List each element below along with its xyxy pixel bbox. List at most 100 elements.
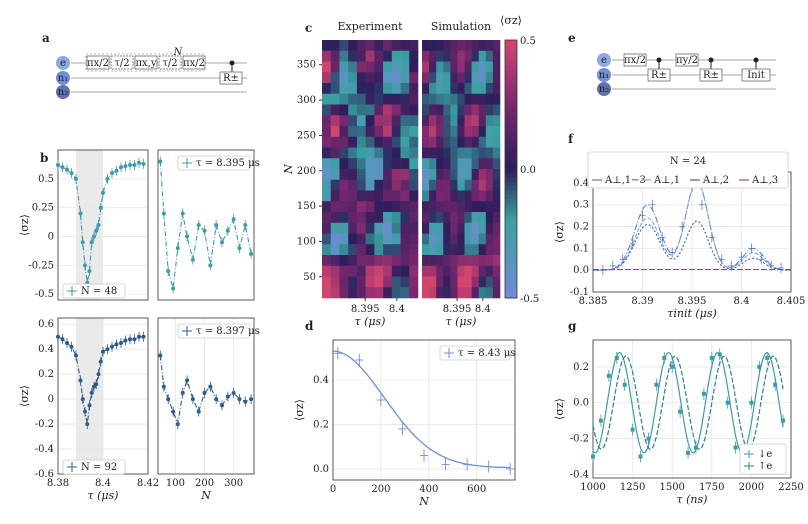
heatmap-cell [457, 50, 465, 62]
heatmap-cell [356, 50, 366, 62]
heatmap-cell [443, 233, 451, 245]
heatmap-cell [443, 255, 451, 267]
colorbar-segment [505, 169, 517, 174]
colorbar-segment [505, 237, 517, 243]
panel-letter-f: f [568, 132, 574, 146]
heatmap-cell [356, 244, 366, 256]
data-point [717, 352, 722, 357]
data-point [56, 334, 60, 339]
colorbar-segment [505, 173, 517, 179]
heatmap-cell [322, 61, 332, 73]
heatmap-cell [429, 83, 437, 95]
heatmap-cell [464, 212, 472, 224]
heatmap-cell [443, 265, 451, 277]
heatmap-cell [339, 93, 349, 105]
heatmap-cell [400, 276, 410, 288]
heatmap-cell [492, 287, 501, 299]
heatmap-cell [436, 50, 444, 62]
heatmap-cell [450, 233, 458, 245]
data-point [137, 334, 141, 339]
heatmap-cell [365, 40, 375, 52]
heatmap-cell [457, 265, 465, 277]
heatmap-cell [391, 72, 401, 84]
data-point [214, 397, 219, 402]
heatmap-cell [383, 265, 393, 277]
heatmap-cell [429, 50, 437, 62]
legend-label: N = 48 [81, 286, 117, 297]
heatmap-cell [409, 244, 419, 256]
heatmap-cell [436, 201, 444, 213]
heatmap-cell [374, 93, 384, 105]
heatmap-cell [478, 244, 487, 256]
heatmap-cell [339, 158, 349, 170]
gate-box [675, 53, 699, 67]
colorbar-tick-label: -0.5 [520, 294, 539, 305]
heatmap-cell [409, 169, 419, 181]
heatmap-cell [400, 158, 410, 170]
heatmap-cell [348, 276, 358, 288]
heatmap-cell [348, 190, 358, 202]
colorbar-segment [505, 164, 517, 170]
heatmap-cell [374, 244, 384, 256]
x-tick-label: 1750 [699, 482, 724, 493]
data-point [749, 400, 754, 405]
data-point [180, 390, 185, 395]
heatmap-cell [348, 147, 358, 159]
heatmap-cell [409, 40, 419, 52]
heatmap-cell [443, 136, 451, 148]
x-tick-label: 8.395 [443, 304, 472, 315]
heatmap-cell [348, 115, 358, 127]
heatmap-cell [322, 40, 332, 52]
data-point [92, 234, 96, 239]
heatmap-cell [478, 72, 487, 84]
data-point [185, 378, 190, 383]
heatmap-cell [422, 201, 430, 213]
heatmap-cell [409, 72, 419, 84]
legend-label: ↓e [758, 449, 772, 460]
gate-label: τ/2 [162, 58, 177, 69]
x-tick-label: 400 [419, 484, 438, 495]
qubit-label: n₁ [58, 73, 68, 84]
heatmap-cell [457, 169, 465, 181]
y-axis-label: N [282, 164, 295, 175]
heatmap-cell [383, 179, 393, 191]
x-axis-label: τ (μs) [355, 315, 386, 328]
panel-letter-c: c [305, 21, 312, 35]
heatmap-cell [478, 201, 487, 213]
heatmap-cell [471, 115, 480, 127]
heatmap-cell [383, 61, 393, 73]
heatmap-cell [429, 93, 437, 105]
colorbar-segment [505, 52, 517, 58]
heatmap-cell [429, 287, 437, 299]
heatmap-cell [409, 179, 419, 191]
heatmap-cell [348, 255, 358, 267]
heatmap-cell [365, 222, 375, 234]
legend-label: τ = 8.395 μs [196, 158, 260, 169]
heatmap-cell [429, 255, 437, 267]
heatmap-cell [348, 212, 358, 224]
heatmap-cell [330, 115, 340, 127]
heatmap-cell [365, 287, 375, 299]
axes-frame [157, 149, 255, 301]
colorbar-segment [505, 272, 517, 277]
heatmap-cell [492, 244, 501, 256]
gate-label: R± [651, 70, 667, 81]
data-point [87, 269, 92, 274]
heatmap-cell [322, 233, 332, 245]
y-tick-label: 0.0 [573, 398, 589, 409]
heatmap-cell [391, 61, 401, 73]
data-point [646, 436, 651, 441]
heatmap-cell [330, 276, 340, 288]
heatmap-cell [339, 255, 349, 267]
data-point [98, 359, 103, 364]
colorbar-segment [505, 177, 517, 183]
data-point [128, 337, 132, 342]
heatmap-cell [365, 93, 375, 105]
heatmap-cell [400, 190, 410, 202]
data-point [119, 165, 123, 170]
data-point [208, 384, 213, 389]
legend-box [177, 155, 251, 171]
heatmap-cell [436, 169, 444, 181]
heatmap-cell [443, 126, 451, 138]
colorbar-segment [505, 276, 517, 282]
